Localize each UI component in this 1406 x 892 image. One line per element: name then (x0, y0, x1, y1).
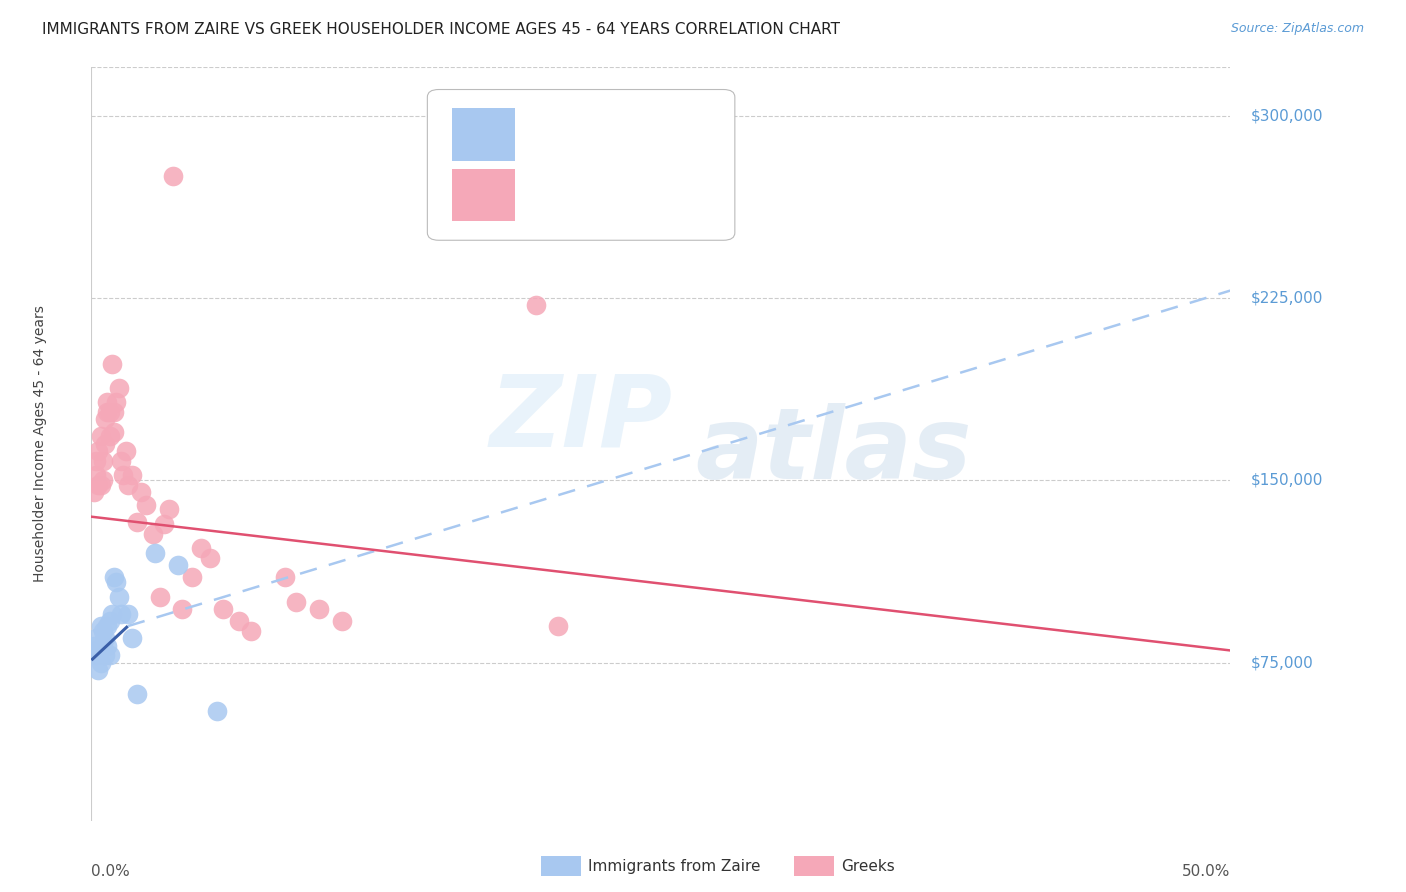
Text: Greeks: Greeks (841, 859, 894, 873)
Point (94, 412, 117, 426)
Text: IMMIGRANTS FROM ZAIRE VS GREEK HOUSEHOLDER INCOME AGES 45 - 64 YEARS CORRELATION: IMMIGRANTS FROM ZAIRE VS GREEK HOUSEHOLD… (42, 22, 841, 37)
Text: R = 0.249    N = 26: R = 0.249 N = 26 (527, 123, 690, 142)
Point (83, 485, 105, 500)
Point (172, 602, 194, 616)
Point (110, 607, 132, 621)
Point (103, 570, 125, 584)
Point (101, 607, 124, 621)
Point (110, 454, 132, 468)
Point (98, 429, 121, 443)
Text: atlas: atlas (695, 402, 972, 500)
Point (89, 656, 111, 670)
Point (153, 516, 176, 531)
Point (94, 648, 117, 663)
Point (91, 473, 114, 487)
Text: 0.0%: 0.0% (91, 864, 131, 880)
Point (125, 515, 148, 529)
Point (84, 454, 107, 468)
Point (94, 632, 117, 646)
Point (103, 405, 125, 419)
Point (212, 602, 235, 616)
Point (167, 558, 190, 573)
Point (105, 575, 128, 590)
Point (83, 639, 105, 653)
Point (143, 546, 166, 560)
Point (89, 429, 111, 443)
Text: $225,000: $225,000 (1251, 291, 1323, 305)
Point (87, 444, 110, 458)
Point (180, 570, 202, 584)
Text: Immigrants from Zaire: Immigrants from Zaire (588, 859, 761, 873)
Point (121, 468, 143, 483)
Point (274, 570, 297, 584)
FancyBboxPatch shape (427, 89, 735, 240)
Point (84, 632, 107, 646)
Point (96, 619, 118, 633)
Point (308, 602, 330, 616)
Point (96, 395, 118, 409)
Text: ZIP: ZIP (489, 371, 673, 468)
Text: Householder Income Ages 45 - 64 years: Householder Income Ages 45 - 64 years (34, 305, 48, 582)
Point (91, 454, 114, 468)
Text: $75,000: $75,000 (1251, 655, 1313, 670)
Point (107, 381, 129, 395)
Point (96, 405, 118, 419)
Point (114, 444, 136, 458)
Point (149, 590, 172, 604)
Point (239, 624, 262, 638)
Point (89, 478, 111, 492)
Point (157, 502, 180, 516)
Point (205, 704, 228, 718)
Point (98, 614, 121, 628)
Point (285, 595, 308, 609)
Point (117, 478, 139, 492)
Point (121, 632, 143, 646)
Point (228, 614, 250, 628)
Point (135, 498, 157, 512)
Point (524, 298, 547, 312)
Text: $150,000: $150,000 (1251, 473, 1323, 488)
Point (96, 639, 118, 653)
Point (98, 648, 121, 663)
Point (91, 624, 114, 638)
Point (190, 541, 212, 556)
Point (131, 485, 153, 500)
Point (112, 468, 135, 483)
Point (87, 478, 110, 492)
Point (84, 648, 107, 663)
Point (91, 639, 114, 653)
Point (87, 663, 110, 677)
Point (101, 357, 124, 371)
Point (105, 395, 128, 409)
Point (98, 405, 121, 419)
Bar (453, 169, 515, 221)
Text: 50.0%: 50.0% (1182, 864, 1230, 880)
Point (142, 526, 165, 541)
Point (125, 687, 148, 701)
Point (198, 551, 221, 566)
Point (117, 607, 139, 621)
Point (162, 169, 184, 184)
Point (94, 437, 117, 451)
Point (107, 590, 129, 604)
Text: R = -0.181    N = 46: R = -0.181 N = 46 (527, 185, 696, 202)
Point (87, 643, 110, 657)
Point (89, 619, 111, 633)
Text: $300,000: $300,000 (1251, 108, 1323, 123)
Text: Source: ZipAtlas.com: Source: ZipAtlas.com (1230, 22, 1364, 36)
Point (84, 468, 107, 483)
Bar (453, 108, 515, 161)
Point (103, 425, 125, 439)
Point (330, 614, 353, 628)
Point (547, 619, 569, 633)
